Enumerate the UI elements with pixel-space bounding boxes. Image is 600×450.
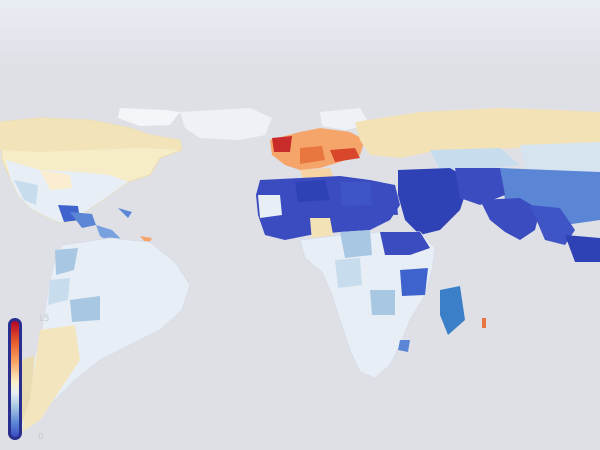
country-bolivia[interactable] <box>70 296 100 322</box>
color-scale-legend: 15 0 <box>4 314 49 446</box>
country-southeast-asia[interactable] <box>530 205 575 245</box>
country-libya[interactable] <box>340 182 372 206</box>
country-zambia[interactable] <box>370 290 395 315</box>
country-iran[interactable] <box>455 168 505 205</box>
region-north-africa <box>256 168 505 242</box>
country-argentina[interactable] <box>22 325 80 432</box>
country-madagascar[interactable] <box>440 286 465 335</box>
country-algeria[interactable] <box>295 180 330 202</box>
country-mauritania[interactable] <box>258 195 282 218</box>
legend-color-gradient <box>11 321 19 437</box>
country-greenland-west[interactable] <box>118 108 180 126</box>
country-usa[interactable] <box>6 160 128 222</box>
region-south-asia <box>480 198 600 262</box>
country-indonesia[interactable] <box>565 235 600 262</box>
country-ethiopia[interactable] <box>380 232 430 255</box>
country-mexico-south[interactable] <box>70 212 96 228</box>
state-usa-southwest[interactable] <box>14 180 38 205</box>
region-north-america <box>0 108 272 228</box>
country-mongolia[interactable] <box>520 142 600 178</box>
country-egypt-sudan[interactable] <box>372 185 398 215</box>
country-france[interactable] <box>300 146 325 164</box>
island-marker <box>482 318 486 328</box>
country-uk[interactable] <box>272 136 292 152</box>
country-canada[interactable] <box>0 118 182 152</box>
state-usa-west[interactable] <box>40 170 72 190</box>
region-europe <box>270 108 370 184</box>
legend-bar-frame <box>8 318 22 440</box>
region-sub-saharan-africa <box>299 230 465 379</box>
country-colombia[interactable] <box>55 248 78 275</box>
horizon-haze <box>0 0 600 70</box>
country-india[interactable] <box>480 198 540 240</box>
legend-min-label: 0 <box>38 432 44 442</box>
country-chad[interactable] <box>340 230 372 258</box>
country-mozambique-marker[interactable] <box>398 340 410 352</box>
country-kazakhstan[interactable] <box>430 148 520 170</box>
country-germany-italy[interactable] <box>330 148 360 162</box>
region-south-america <box>13 237 191 433</box>
legend-max-label: 15 <box>38 314 50 324</box>
country-peru[interactable] <box>48 278 70 305</box>
country-cuba[interactable] <box>118 208 132 218</box>
country-tanzania[interactable] <box>400 268 428 296</box>
country-arabia[interactable] <box>398 168 470 235</box>
country-greenland[interactable] <box>180 108 272 140</box>
country-congo[interactable] <box>335 258 362 288</box>
